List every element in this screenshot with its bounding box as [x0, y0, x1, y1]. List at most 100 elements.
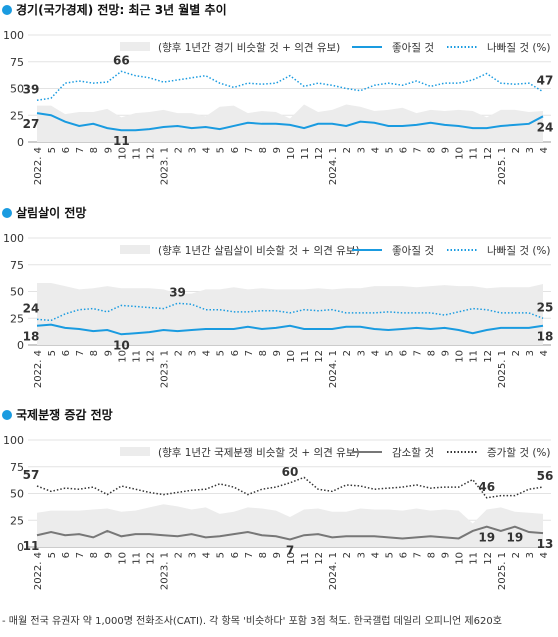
x-tick-label: 10	[455, 552, 466, 565]
legend-label: (향후 1년간 살림살이 비슷할 것 + 의견 유보)	[158, 245, 360, 257]
x-tick-label: 9	[103, 350, 114, 356]
x-tick-label: 4	[202, 552, 213, 558]
x-tick-label: 3	[356, 552, 367, 558]
x-tick-label: 11	[131, 552, 142, 565]
line	[36, 476, 544, 499]
data-label: 13	[537, 537, 554, 551]
y-tick-label: 50	[10, 83, 24, 96]
area	[37, 282, 543, 345]
x-tick-label: 8	[427, 350, 438, 356]
x-tick-label: 2024. 1	[328, 552, 339, 590]
data-label: 24	[23, 301, 40, 315]
x-tick-label: 4	[202, 350, 213, 356]
x-tick-label: 12	[145, 350, 156, 363]
y-tick-label: 25	[10, 109, 24, 122]
x-tick-label: 2022. 4	[33, 552, 44, 590]
x-tick-label: 9	[441, 350, 452, 356]
data-label: 47	[537, 74, 554, 88]
legend-swatch	[120, 42, 150, 51]
x-tick-label: 10	[455, 350, 466, 363]
x-tick-label: 6	[61, 350, 72, 356]
x-tick-label: 2	[174, 552, 185, 558]
chart-title: 경기(국가경제) 전망: 최근 3년 월별 추이	[16, 2, 227, 17]
y-tick-label: 0	[17, 541, 24, 554]
x-tick-label: 12	[314, 552, 325, 565]
x-tick-label: 9	[441, 147, 452, 153]
x-tick-label: 12	[483, 552, 494, 565]
x-tick-label: 11	[131, 147, 142, 160]
x-tick-label: 8	[89, 350, 100, 356]
data-label: 11	[23, 539, 40, 553]
y-tick-label: 0	[17, 136, 24, 149]
legend-label: 나빠질 것 (%)	[487, 245, 551, 257]
x-tick-label: 9	[103, 147, 114, 153]
chart-title: 국제분쟁 증감 전망	[16, 407, 113, 422]
y-tick-label: 25	[10, 312, 24, 325]
title-dot	[2, 208, 12, 218]
data-label: 57	[23, 468, 40, 482]
x-tick-label: 11	[300, 350, 311, 363]
x-tick-label: 2	[511, 552, 522, 558]
x-tick-label: 2	[342, 147, 353, 153]
x-tick-label: 11	[469, 147, 480, 160]
x-tick-label: 3	[525, 552, 536, 558]
x-tick-label: 2024. 1	[328, 147, 339, 185]
x-tick-label: 4	[539, 147, 550, 153]
y-tick-label: 100	[3, 434, 24, 447]
y-tick-label: 75	[10, 461, 24, 474]
title-dot	[2, 5, 12, 15]
x-tick-label: 11	[300, 552, 311, 565]
x-tick-label: 12	[314, 147, 325, 160]
data-label: 25	[537, 300, 554, 314]
x-tick-label: 12	[145, 552, 156, 565]
x-tick-label: 10	[117, 552, 128, 565]
x-tick-label: 2023. 1	[160, 552, 171, 590]
x-tick-label: 3	[356, 147, 367, 153]
x-tick-label: 9	[272, 552, 283, 558]
x-tick-label: 9	[272, 350, 283, 356]
x-tick-label: 2	[174, 147, 185, 153]
x-tick-label: 10	[286, 147, 297, 160]
x-tick-label: 7	[244, 147, 255, 153]
line	[36, 323, 544, 336]
x-tick-label: 6	[230, 350, 241, 356]
x-tick-label: 10	[117, 147, 128, 160]
x-tick-label: 2	[174, 350, 185, 356]
x-tick-label: 2022. 4	[33, 147, 44, 185]
line	[36, 112, 544, 132]
area	[37, 504, 543, 547]
x-tick-label: 2	[511, 147, 522, 153]
x-tick-label: 10	[286, 552, 297, 565]
x-tick-label: 9	[441, 552, 452, 558]
x-tick-label: 7	[75, 350, 86, 356]
y-tick-label: 75	[10, 259, 24, 272]
x-tick-label: 10	[455, 147, 466, 160]
legend-label: 증가할 것 (%)	[487, 447, 551, 459]
x-tick-label: 8	[427, 552, 438, 558]
x-tick-label: 2	[342, 350, 353, 356]
x-tick-label: 5	[384, 350, 395, 356]
x-tick-label: 8	[89, 147, 100, 153]
data-label: 11	[113, 134, 130, 148]
data-label: 7	[286, 544, 294, 558]
x-tick-label: 2024. 1	[328, 350, 339, 388]
x-tick-label: 12	[145, 147, 156, 160]
x-tick-label: 4	[370, 147, 381, 153]
x-tick-label: 3	[356, 350, 367, 356]
x-tick-label: 3	[525, 350, 536, 356]
x-tick-label: 6	[61, 552, 72, 558]
data-label: 56	[537, 469, 554, 483]
x-tick-label: 11	[131, 350, 142, 363]
data-label: 66	[113, 53, 130, 67]
x-tick-label: 2023. 1	[160, 350, 171, 388]
x-tick-label: 12	[483, 147, 494, 160]
x-tick-label: 4	[539, 552, 550, 558]
data-label: 39	[169, 285, 186, 299]
y-tick-label: 50	[10, 286, 24, 299]
x-tick-label: 12	[483, 350, 494, 363]
legend-label: (향후 1년간 국제분쟁 비슷할 것 + 의견 유보)	[158, 447, 360, 459]
x-tick-label: 2025. 1	[497, 552, 508, 590]
x-tick-label: 9	[272, 147, 283, 153]
legend-label: (향후 1년간 경기 비슷할 것 + 의견 유보)	[158, 41, 340, 54]
